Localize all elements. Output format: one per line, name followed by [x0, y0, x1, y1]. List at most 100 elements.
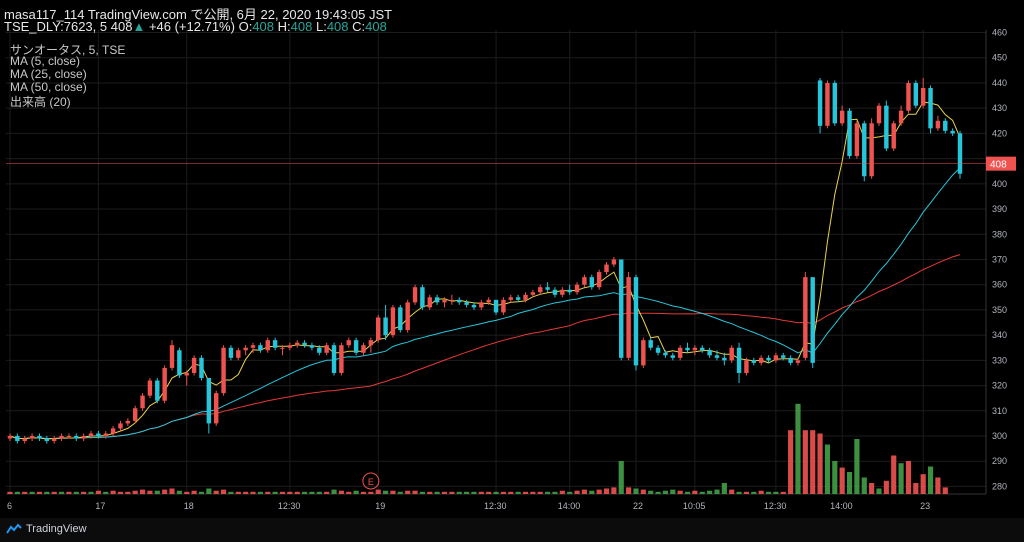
volume-bar [567, 491, 573, 494]
candle-body [781, 355, 786, 358]
volume-bar [22, 491, 28, 494]
volume-bar [839, 467, 845, 494]
volume-bar [390, 490, 396, 494]
up-arrow-icon: ▲ [132, 19, 146, 34]
tradingview-logo-icon [6, 523, 22, 534]
candle-body [434, 297, 440, 303]
x-tick-label: 22 [633, 501, 643, 511]
volume-bar [530, 491, 536, 494]
volume-bar [132, 490, 138, 494]
x-tick-label: 17 [95, 501, 105, 511]
candle-body [15, 436, 20, 442]
last-price-tag-label: 408 [990, 160, 1007, 171]
candle-body [722, 357, 727, 361]
price-chart[interactable]: 408 280 290 300 310 320 330 340 350 360 370 380 390 4… [0, 0, 1024, 518]
candle-body [449, 299, 455, 301]
ohlc-header: TSE_DLY:7623, 5 408▲ +46 (+12.71%) O:408… [4, 19, 387, 34]
volume-bar [66, 491, 72, 494]
x-tick-label: 10:05 [683, 501, 706, 511]
y-tick-label: 450 [992, 53, 1007, 63]
candle-body [346, 340, 351, 346]
candle-body [641, 340, 646, 366]
tradingview-brand[interactable]: TradingView [6, 523, 87, 535]
last-price-tag [986, 156, 1016, 171]
candle-body [619, 259, 624, 358]
candle-body [427, 297, 432, 308]
volume-bar [346, 491, 352, 494]
candle-body [199, 357, 204, 378]
volume-bar [95, 490, 101, 494]
candle-body [295, 342, 300, 346]
candle-body [839, 110, 845, 124]
candle-body [950, 130, 955, 134]
candle-body [125, 420, 131, 424]
volume-bar [117, 491, 124, 494]
y-tick-label: 380 [992, 229, 1007, 239]
close-label: C: [352, 19, 366, 34]
x-tick-label: 23 [920, 501, 930, 511]
candle-body [884, 105, 889, 149]
candle-body [44, 438, 50, 442]
volume-bar [883, 480, 889, 494]
volume-bar [198, 491, 205, 494]
volume-bar [891, 455, 897, 494]
y-tick-label: 310 [992, 406, 1007, 416]
candle-body [420, 287, 425, 308]
volume-bar [522, 491, 529, 494]
candle-body [626, 277, 631, 358]
volume-bar [611, 487, 617, 494]
volume-bar [751, 491, 757, 494]
volume-bar [736, 491, 742, 494]
volume-bar [574, 490, 580, 494]
volume-bar [780, 491, 786, 494]
legend-volume[interactable]: 出来高 (20) [10, 95, 71, 109]
legend-ma25[interactable]: MA (25, close) [10, 67, 87, 81]
volume-bar [743, 491, 750, 494]
volume-bar [721, 483, 727, 494]
footer-bar [0, 518, 1024, 542]
candle-body [920, 88, 926, 106]
volume-bar [515, 491, 521, 494]
x-tick-label: 12:30 [764, 501, 787, 511]
legend-symbol[interactable]: サンオータス, 5, TSE [10, 43, 126, 57]
volume-bar [316, 491, 322, 494]
volume-bar [471, 491, 477, 494]
candle-body [832, 82, 838, 124]
candle-body [88, 433, 94, 436]
candle-body [412, 287, 418, 303]
volume-bar [265, 491, 271, 494]
candle-body [751, 360, 757, 363]
volume-bar [419, 491, 425, 494]
candle-body [795, 360, 801, 363]
volume-bar [220, 489, 227, 494]
volume-bar [927, 466, 934, 494]
candle-body [140, 395, 145, 409]
candle-body [869, 123, 874, 177]
candle-body [692, 347, 698, 351]
volume-bar [176, 490, 182, 494]
volume-bar [353, 490, 359, 494]
candle-body [74, 436, 79, 439]
volume-bar [913, 483, 919, 494]
volume-bar [581, 489, 587, 494]
volume-bar [603, 488, 610, 494]
volume-bar [537, 491, 543, 494]
candle-body [935, 120, 941, 129]
high-value: 408 [290, 19, 313, 34]
candle-body [383, 317, 388, 336]
candle-body [648, 340, 653, 348]
candle-body [538, 287, 543, 293]
y-tick-label: 430 [992, 103, 1007, 113]
volume-bar [250, 491, 256, 494]
volume-bar [876, 488, 882, 494]
volume-bar [412, 490, 418, 494]
candle-body [228, 347, 234, 358]
volume-bar [434, 491, 440, 494]
volume-bar [405, 490, 411, 494]
volume-bar [36, 491, 43, 494]
candle-body [258, 345, 263, 351]
volume-bar [81, 491, 87, 494]
candle-body [913, 82, 919, 106]
legend-ma5[interactable]: MA (5, close) [10, 54, 81, 68]
legend-ma50[interactable]: MA (50, close) [10, 80, 87, 94]
